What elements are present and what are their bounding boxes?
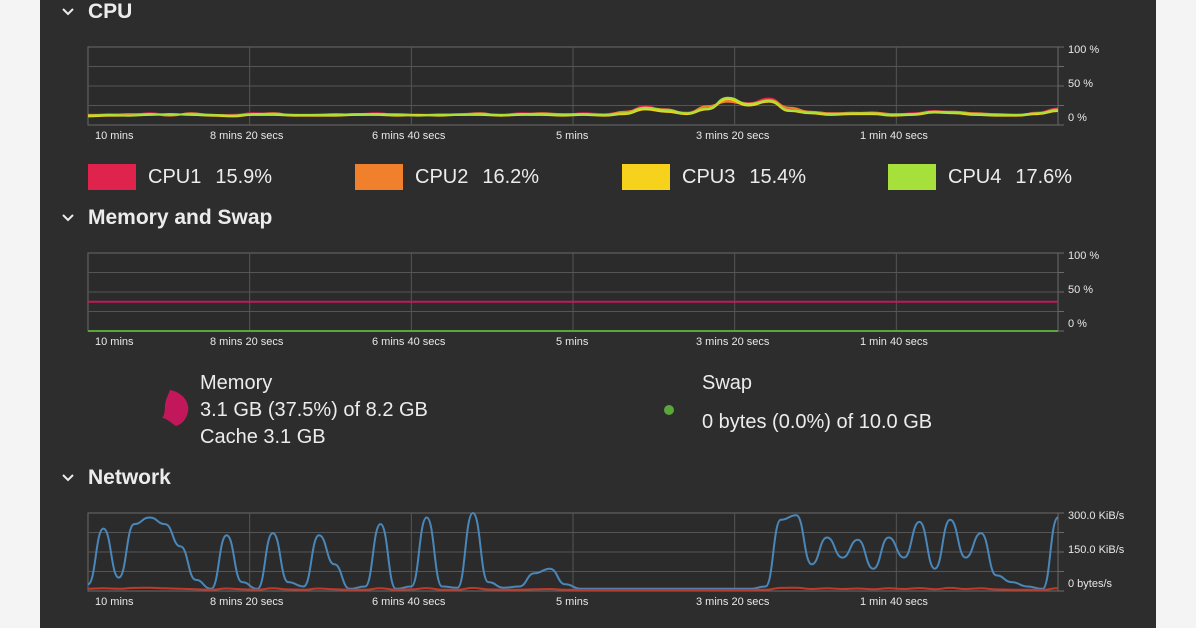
cpu-x-tick-label: 8 mins 20 secs: [210, 130, 284, 142]
network-x-tick-label: 3 mins 20 secs: [696, 596, 770, 608]
cpu4-color-swatch[interactable]: [888, 164, 936, 190]
cpu-y-tick-label: 100 %: [1068, 44, 1099, 56]
memory-y-tick-label: 100 %: [1068, 250, 1099, 262]
network-x-tick-label: 1 min 40 secs: [860, 596, 928, 608]
cpu1-color-swatch[interactable]: [88, 164, 136, 190]
memory-label: Memory: [200, 372, 273, 394]
swap-label: Swap: [702, 372, 753, 394]
network-series-sending: [87, 586, 1059, 591]
memory-x-tick-label: 10 mins: [95, 336, 134, 348]
swap-pie-icon[interactable]: [662, 403, 676, 417]
network-y-tick-label: 300.0 KiB/s: [1068, 510, 1125, 522]
network-x-tick-label: 8 mins 20 secs: [210, 596, 284, 608]
swap-value: 0 bytes (0.0%) of 10.0 GB: [702, 411, 933, 433]
cpu-y-tick-label: 50 %: [1068, 78, 1093, 90]
cpu1-value: 15.9%: [215, 165, 273, 188]
cpu2-color-swatch[interactable]: [355, 164, 403, 190]
cpu4-legend-item[interactable]: CPU4 17.6%: [888, 164, 1072, 190]
cpu2-legend-item[interactable]: CPU2 16.2%: [355, 164, 539, 190]
network-y-tick-label: 150.0 KiB/s: [1068, 544, 1125, 556]
cpu2-value: 16.2%: [482, 165, 540, 188]
system-monitor-resources-panel: CPU 100 % 50 % 0 % 10 mins 8 mins 20 secs 6 m…: [40, 0, 1156, 628]
memory-legend: Memory 3.1 GB (37.5%) of 8.2 GB Cache 3.…: [200, 370, 428, 451]
cpu-legend: CPU1 15.9% CPU2 16.2% CPU3 15.4% CPU4 17…: [88, 164, 1108, 192]
cpu4-label: CPU4: [948, 165, 1002, 188]
cpu1-label: CPU1: [148, 165, 202, 188]
memory-pie-icon[interactable]: [156, 388, 192, 428]
cpu-section-title: CPU: [88, 0, 133, 23]
cpu3-value: 15.4%: [749, 165, 807, 188]
cpu-x-tick-label: 6 mins 40 secs: [372, 130, 446, 142]
swap-legend: Swap 0 bytes (0.0%) of 10.0 GB: [702, 370, 932, 436]
cache-value: Cache 3.1 GB: [200, 426, 326, 448]
network-section-title: Network: [88, 466, 171, 489]
memory-x-tick-label: 8 mins 20 secs: [210, 336, 284, 348]
network-y-tick-label: 0 bytes/s: [1068, 578, 1113, 590]
cpu2-label: CPU2: [415, 165, 469, 188]
cpu-y-tick-label: 0 %: [1068, 112, 1087, 124]
network-history-graph: 300.0 KiB/s 150.0 KiB/s 0 bytes/s 10 mins 8 …: [87, 510, 1125, 608]
cpu3-label: CPU3: [682, 165, 736, 188]
cpu3-legend-item[interactable]: CPU3 15.4%: [622, 164, 806, 190]
memory-x-tick-label: 1 min 40 secs: [860, 336, 928, 348]
network-grid: [87, 512, 1064, 592]
network-section-header[interactable]: Network: [60, 466, 171, 490]
cpu-x-tick-label: 3 mins 20 secs: [696, 130, 770, 142]
cpu-x-tick-label: 5 mins: [556, 130, 589, 142]
memory-section-header[interactable]: Memory and Swap: [60, 206, 272, 230]
cpu-section-header[interactable]: CPU: [60, 0, 132, 24]
chevron-down-icon: [62, 214, 74, 222]
memory-section-title: Memory and Swap: [88, 206, 273, 229]
chevron-down-icon: [62, 8, 74, 16]
cpu3-color-swatch[interactable]: [622, 164, 670, 190]
memory-x-tick-label: 5 mins: [556, 336, 589, 348]
cpu-x-tick-label: 10 mins: [95, 130, 134, 142]
memory-y-tick-label: 50 %: [1068, 284, 1093, 296]
memory-grid: [87, 252, 1064, 332]
memory-x-tick-label: 3 mins 20 secs: [696, 336, 770, 348]
memory-y-tick-label: 0 %: [1068, 318, 1087, 330]
network-series-receiving: [87, 512, 1059, 590]
network-x-tick-label: 10 mins: [95, 596, 134, 608]
memory-history-graph: 100 % 50 % 0 % 10 mins 8 mins 20 secs 6 mins …: [87, 250, 1099, 348]
cpu-x-tick-label: 1 min 40 secs: [860, 130, 928, 142]
cpu4-value: 17.6%: [1015, 165, 1073, 188]
memory-x-tick-label: 6 mins 40 secs: [372, 336, 446, 348]
cpu1-legend-item[interactable]: CPU1 15.9%: [88, 164, 272, 190]
cpu-history-graph: 100 % 50 % 0 % 10 mins 8 mins 20 secs 6 mins …: [87, 44, 1099, 142]
cpu-grid: [87, 46, 1064, 126]
network-x-tick-label: 6 mins 40 secs: [372, 596, 446, 608]
chevron-down-icon: [62, 474, 74, 482]
memory-value: 3.1 GB (37.5%) of 8.2 GB: [200, 399, 428, 421]
cpu-series-cpu4: [87, 96, 1059, 117]
network-x-tick-label: 5 mins: [556, 596, 589, 608]
